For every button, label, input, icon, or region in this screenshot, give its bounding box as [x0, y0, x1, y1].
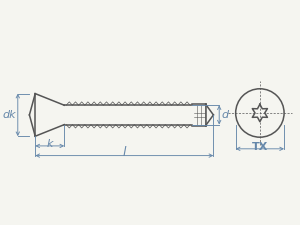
Text: d: d — [221, 110, 228, 120]
Text: TX: TX — [252, 142, 268, 152]
Text: l: l — [123, 146, 126, 160]
Text: k: k — [46, 139, 53, 149]
Text: dk: dk — [2, 110, 16, 120]
